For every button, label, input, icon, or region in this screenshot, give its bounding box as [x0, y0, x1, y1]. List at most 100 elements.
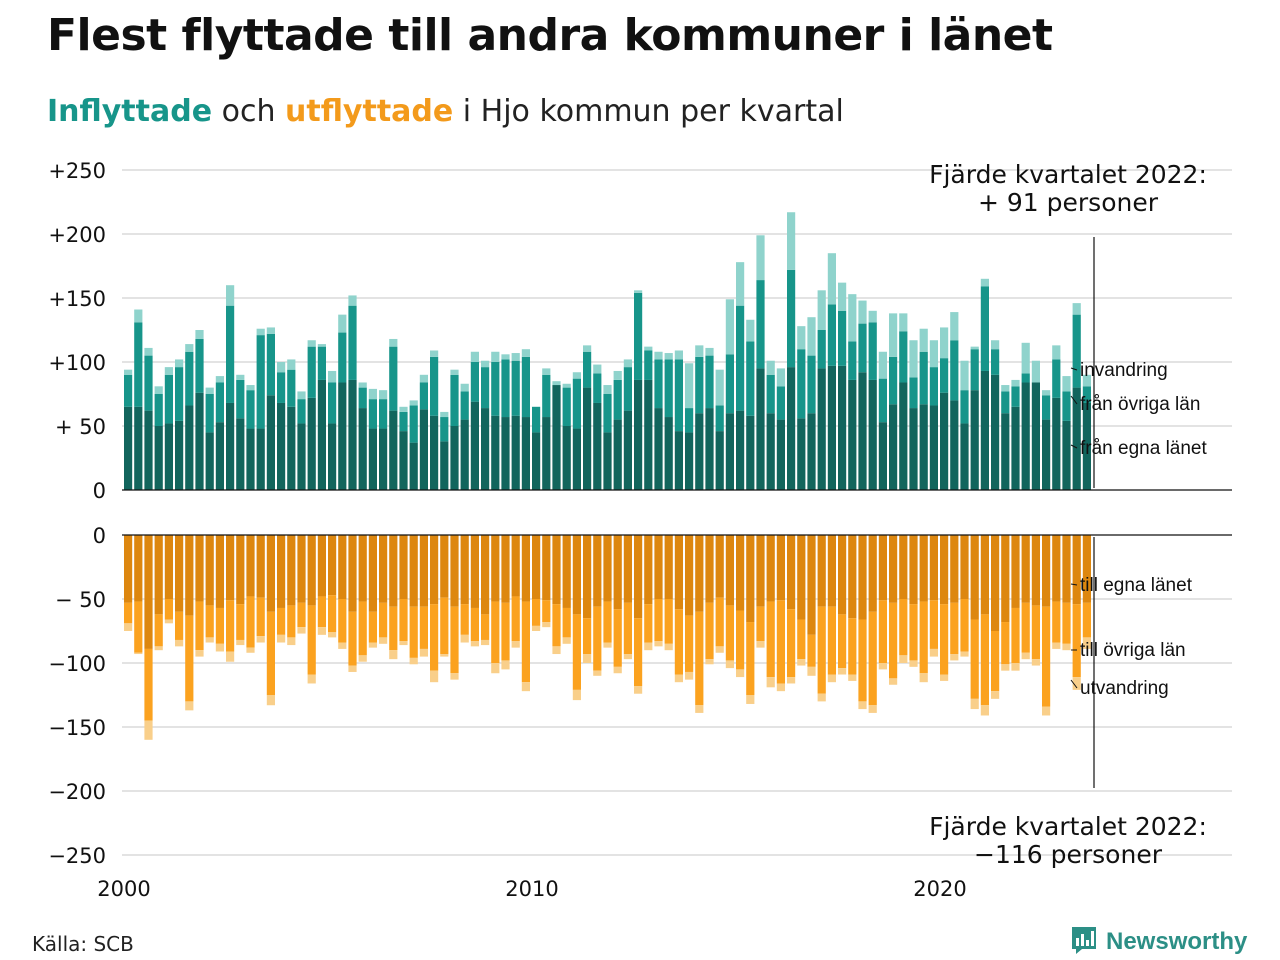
bar-out-own-county: [317, 535, 326, 597]
bar-out-other-county: [144, 648, 153, 721]
bar-out-emigration: [246, 647, 255, 653]
bar-out-own-county: [338, 535, 347, 599]
bar-out-other-county: [746, 622, 755, 695]
bar-out-emigration: [868, 705, 877, 713]
bar-in-immigration: [858, 300, 867, 324]
subtitle-rest: i Hjo kommun per kvartal: [453, 94, 844, 129]
bar-in-immigration: [481, 360, 490, 368]
bar-in-own-county: [246, 428, 255, 490]
bar-in-own-county: [756, 368, 765, 490]
bar-out-own-county: [929, 535, 938, 601]
bar-out-emigration: [389, 650, 398, 660]
bar-in-immigration: [277, 362, 286, 373]
bar-in-immigration: [970, 346, 979, 350]
bar-out-own-county: [848, 535, 857, 619]
bar-in-own-county: [297, 423, 306, 490]
bar-in-immigration: [154, 386, 163, 394]
bar-in-other-county: [817, 330, 826, 369]
bar-out-other-county: [246, 596, 255, 648]
bar-out-own-county: [960, 535, 969, 599]
bar-out-own-county: [450, 535, 459, 607]
bar-in-immigration: [511, 353, 520, 361]
bar-out-own-county: [674, 535, 683, 610]
bar-in-immigration: [562, 383, 571, 388]
bar-out-emigration: [328, 632, 337, 638]
bar-out-other-county: [134, 601, 143, 653]
bar-out-other-county: [807, 634, 816, 667]
bar-out-emigration: [277, 634, 286, 643]
bar-out-emigration: [940, 674, 949, 681]
bar-in-other-county: [858, 323, 867, 373]
bar-in-other-county: [756, 280, 765, 369]
bar-out-emigration: [164, 619, 173, 624]
bar-out-emigration: [226, 651, 235, 662]
chart-title: Flest flyttade till andra kommuner i län…: [47, 10, 1053, 61]
bar-in-immigration: [960, 360, 969, 391]
bar-in-immigration: [1021, 342, 1030, 374]
bar-in-immigration: [593, 364, 602, 374]
bar-out-other-county: [797, 619, 806, 660]
bar-in-own-county: [940, 392, 949, 490]
bar-in-other-county: [317, 346, 326, 380]
bar-out-emigration: [470, 641, 479, 647]
bar-out-emigration: [827, 674, 836, 683]
bar-in-other-county: [175, 367, 184, 421]
bar-in-immigration: [705, 347, 714, 356]
bar-out-emigration: [511, 641, 520, 648]
bar-in-immigration: [236, 374, 245, 380]
bar-out-emigration: [1031, 659, 1040, 666]
bar-out-own-county: [236, 535, 245, 605]
bar-in-immigration: [399, 406, 408, 412]
bar-in-other-county: [848, 341, 857, 380]
bar-in-own-county: [521, 417, 530, 490]
bar-in-own-county: [695, 413, 704, 490]
bar-out-other-county: [664, 599, 673, 644]
bar-in-own-county: [277, 402, 286, 490]
bar-in-immigration: [552, 381, 561, 386]
chart-subtitle: Inflyttade och utflyttade i Hjo kommun p…: [47, 94, 844, 129]
bar-in-immigration: [664, 353, 673, 360]
bar-out-other-county: [1011, 607, 1020, 663]
bar-out-emigration: [450, 673, 459, 680]
bar-in-immigration: [379, 390, 388, 400]
bar-in-immigration: [205, 387, 214, 394]
bar-out-own-county: [501, 535, 510, 603]
x-tick-label: 2020: [913, 877, 966, 901]
bar-out-other-county: [338, 599, 347, 643]
bar-out-emigration: [878, 663, 887, 670]
bar-out-emigration: [562, 637, 571, 644]
bar-in-own-county: [532, 432, 541, 490]
bar-out-emigration: [144, 720, 153, 740]
bar-out-other-county: [470, 607, 479, 642]
bar-out-own-county: [634, 535, 643, 619]
bar-out-other-county: [838, 614, 847, 669]
bar-out-other-county: [1062, 602, 1071, 644]
bar-out-own-county: [950, 535, 959, 603]
bar-in-own-county: [1062, 420, 1071, 490]
bar-in-other-county: [154, 394, 163, 426]
bar-in-other-county: [644, 350, 653, 380]
bar-in-other-county: [685, 408, 694, 433]
bar-in-other-county: [797, 349, 806, 419]
bar-out-own-county: [154, 535, 163, 615]
brand-name: Newsworthy: [1106, 928, 1248, 955]
bar-in-own-county: [185, 405, 194, 490]
bar-in-immigration: [991, 340, 1000, 350]
bar-out-emigration: [368, 642, 377, 648]
bar-out-other-county: [817, 606, 826, 694]
source-note: Källa: SCB: [32, 932, 134, 956]
bar-in-other-county: [328, 382, 337, 424]
bar-out-own-county: [603, 535, 612, 602]
bar-in-immigration: [491, 351, 500, 362]
bar-out-own-county: [817, 535, 826, 607]
bar-out-other-county: [736, 610, 745, 670]
bar-in-own-county: [348, 379, 357, 490]
bar-in-own-county: [450, 426, 459, 490]
bar-in-other-county: [1011, 386, 1020, 407]
bar-in-other-county: [623, 367, 632, 411]
bar-in-own-county: [603, 432, 612, 490]
bar-out-emigration: [1072, 677, 1081, 690]
bar-in-own-county: [674, 431, 683, 490]
bar-out-other-county: [674, 609, 683, 675]
bar-out-other-county: [419, 606, 428, 649]
